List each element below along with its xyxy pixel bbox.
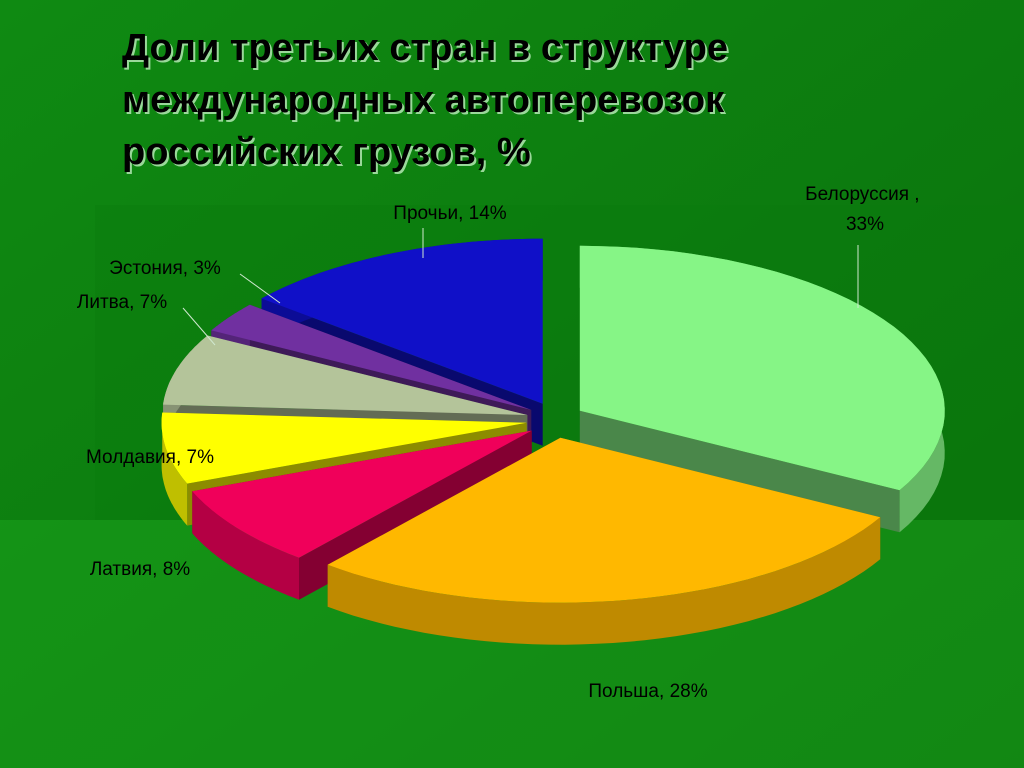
label-category: Литва xyxy=(77,292,130,313)
label-category: Латвия xyxy=(90,559,152,580)
label-value: 8% xyxy=(163,559,191,580)
label-value: 7% xyxy=(187,447,215,468)
label-separator: , xyxy=(152,559,163,580)
label-category: Эстония xyxy=(109,258,183,279)
data-label: Эстония, 3% xyxy=(109,258,221,279)
label-separator: , xyxy=(183,258,194,279)
data-label: Латвия, 8% xyxy=(90,559,190,580)
slice xyxy=(211,304,532,410)
label-separator: , xyxy=(176,447,187,468)
labels: Белоруссия , 33% Польша, 28% Латвия, 8% Мол… xyxy=(77,184,925,702)
slice-side xyxy=(579,410,900,533)
label-value: 3% xyxy=(193,258,221,279)
label-separator: , xyxy=(659,681,670,702)
slice xyxy=(261,238,543,404)
title-shadow: международных автоперевозок xyxy=(124,81,727,123)
slice xyxy=(327,437,881,603)
data-label: Белоруссия , 33% xyxy=(805,184,925,235)
label-value: 14% xyxy=(469,203,507,224)
title-shadow: российских грузов, % xyxy=(124,133,533,175)
label-value: 28% xyxy=(670,681,708,702)
slice xyxy=(163,335,528,415)
slice-wall xyxy=(192,491,299,600)
title-line: российских грузов, % xyxy=(122,131,531,173)
label-value: 7% xyxy=(140,292,168,313)
pie xyxy=(161,238,945,645)
label-category: Молдавия xyxy=(86,447,176,468)
slice-wall xyxy=(327,517,881,645)
title-shadow: Доли третьих стран в структуре xyxy=(124,29,730,71)
slice xyxy=(579,245,945,491)
data-label: Прочьи, 14% xyxy=(393,203,506,224)
slice-wall xyxy=(161,412,188,526)
label-separator: , xyxy=(458,203,469,224)
data-label: Польша, 28% xyxy=(588,681,707,702)
label-value: 33% xyxy=(846,214,884,235)
data-label: Литва, 7% xyxy=(77,292,167,313)
data-label: Молдавия, 7% xyxy=(86,447,214,468)
title-line: Доли третьих стран в структуре xyxy=(122,27,728,69)
label-separator: , xyxy=(914,184,925,205)
label-category: Польша xyxy=(588,681,659,702)
leader-line xyxy=(182,307,216,346)
leader-line xyxy=(239,273,281,304)
label-separator: , xyxy=(129,292,140,313)
title-line: международных автоперевозок xyxy=(122,79,725,121)
label-category: Белоруссия xyxy=(805,184,914,205)
label-category: Прочьи xyxy=(393,203,458,224)
slice xyxy=(161,412,527,484)
slice xyxy=(192,430,532,558)
